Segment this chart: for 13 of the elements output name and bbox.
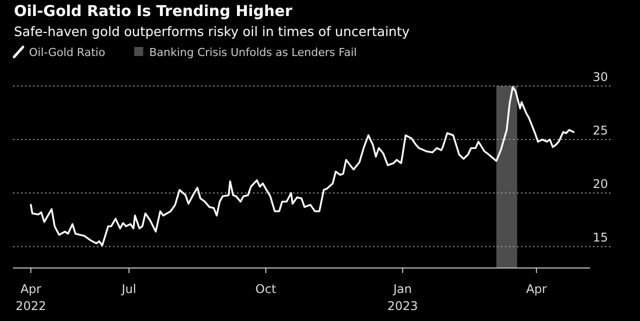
legend-label: Oil-Gold Ratio (29, 46, 106, 59)
x-tick-label: Jan 2023 (387, 282, 418, 313)
x-tick-label: Jul (120, 282, 136, 296)
y-tick-label: 20 (592, 177, 608, 192)
chart-title: Oil-Gold Ratio Is Trending Higher (14, 2, 293, 20)
y-tick-label: 30 (592, 70, 608, 84)
chart-subtitle: Safe-haven gold outperforms risky oil in times of uncertainty (14, 25, 410, 40)
y-tick-label: 25 (592, 124, 608, 138)
y-tick-label: 15 (592, 230, 608, 245)
legend-label: Banking Crisis Unfolds as Lenders Fail (149, 46, 357, 59)
x-tick-label: Apr 2022 (16, 282, 46, 313)
x-tick-label: Oct (255, 282, 276, 296)
x-tick-label: Apr (526, 282, 547, 296)
